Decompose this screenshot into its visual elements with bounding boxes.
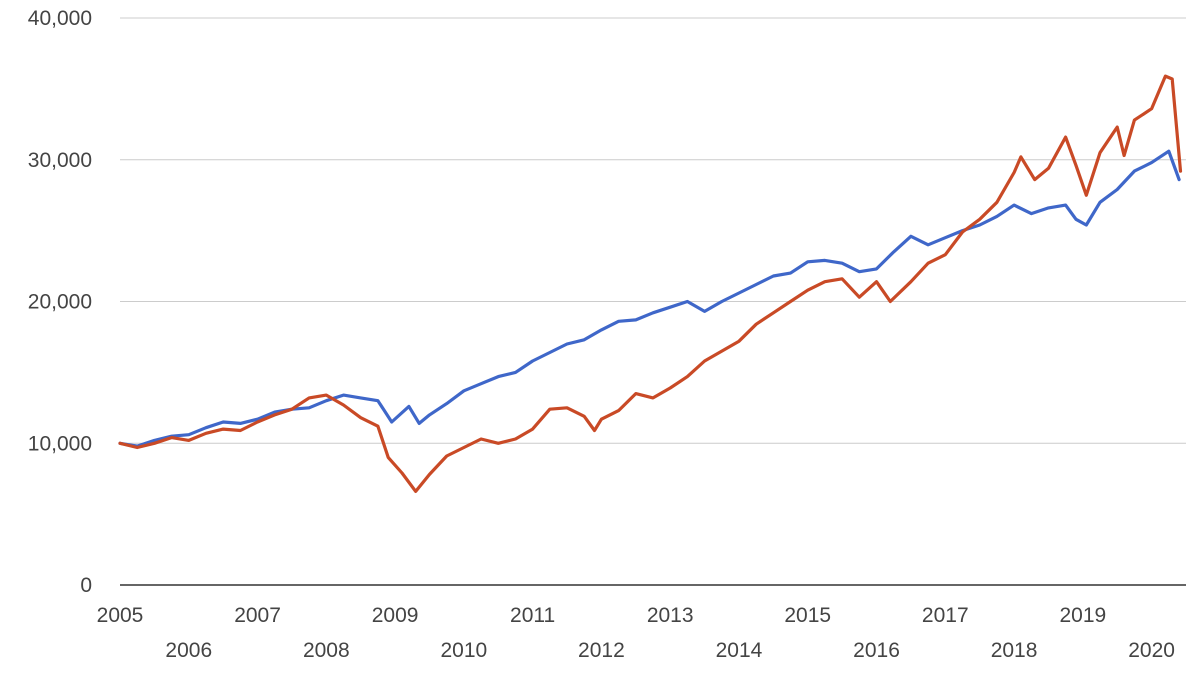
x-tick-label: 2014 [716,639,763,662]
x-tick-label: 2013 [647,604,694,627]
x-tick-label: 2009 [372,604,419,627]
x-tick-label: 2020 [1128,639,1175,662]
x-tick-label: 2016 [853,639,900,662]
x-tick-label: 2008 [303,639,350,662]
x-tick-label: 2019 [1059,604,1106,627]
series-line-1 [118,149,1181,448]
x-tick-label: 2007 [234,604,281,627]
y-axis-tick-labels: 0 10,000 20,000 30,000 40,000 [28,7,92,597]
x-axis-tick-labels: 2005 2006 2007 2008 2009 2010 2011 2012 2013 2014… [97,604,1175,662]
x-tick-label: 2011 [510,604,555,627]
x-tick-label: 2018 [991,639,1038,662]
y-tick-label: 10,000 [28,432,92,455]
y-tick-label: 20,000 [28,291,92,314]
gridlines [120,17,1186,444]
x-tick-label: 2006 [165,639,212,662]
y-tick-label: 40,000 [28,7,92,30]
x-tick-label: 2015 [784,604,831,627]
x-tick-label: 2012 [578,639,625,662]
x-tick-label: 2010 [441,639,488,662]
y-tick-label: 0 [80,574,92,597]
series-lines [118,74,1183,493]
y-tick-label: 30,000 [28,149,92,172]
series-line-2 [118,74,1183,493]
x-tick-label: 2005 [97,604,144,627]
x-tick-label: 2017 [922,604,969,627]
